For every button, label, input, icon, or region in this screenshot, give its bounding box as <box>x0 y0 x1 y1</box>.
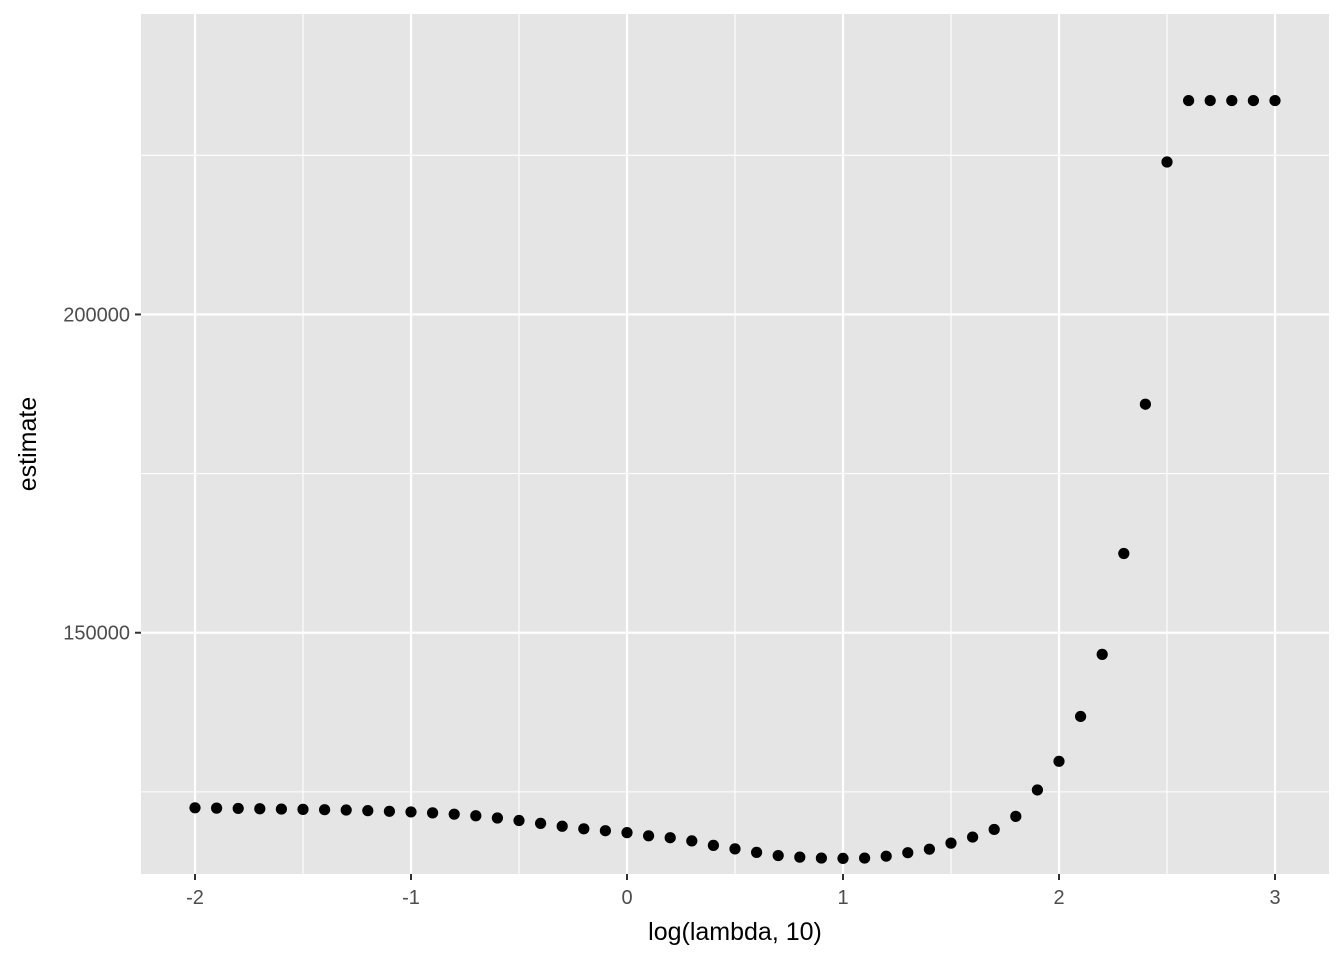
x-tick-label: 1 <box>837 887 848 909</box>
data-point <box>232 802 244 815</box>
data-point <box>621 827 633 839</box>
data-point <box>837 852 849 865</box>
data-point <box>1031 784 1043 796</box>
x-tick-label: -2 <box>186 887 204 909</box>
data-point <box>427 807 439 819</box>
data-point <box>988 823 1000 836</box>
data-point <box>815 852 828 864</box>
data-point <box>1226 94 1238 107</box>
y-axis: 150000 200000 <box>63 304 141 645</box>
data-point <box>686 835 698 847</box>
x-axis-title: log(lambda, 10) <box>648 918 822 946</box>
data-point <box>189 802 201 814</box>
data-point <box>664 832 676 844</box>
x-tick-label: 3 <box>1269 887 1280 909</box>
y-axis-title: estimate <box>14 397 42 491</box>
data-point <box>556 820 568 832</box>
x-tick-label: -1 <box>402 887 420 909</box>
data-point <box>362 805 374 817</box>
data-point <box>297 803 309 815</box>
data-point <box>319 804 331 816</box>
data-point <box>1161 156 1173 168</box>
data-point <box>729 843 741 855</box>
data-point <box>405 806 417 818</box>
data-point <box>254 803 266 815</box>
y-tick-label: 150000 <box>63 623 130 645</box>
data-point <box>1010 810 1022 822</box>
data-point <box>751 846 763 858</box>
data-point <box>794 851 806 863</box>
data-point <box>643 830 655 842</box>
data-point <box>599 825 612 837</box>
data-point <box>1139 398 1151 410</box>
data-points <box>189 94 1281 865</box>
data-point <box>211 802 223 814</box>
data-point <box>1075 710 1087 723</box>
data-point <box>945 837 957 849</box>
data-point <box>491 812 503 824</box>
data-point <box>1269 94 1281 107</box>
data-point <box>275 803 287 815</box>
data-point <box>1096 648 1108 660</box>
data-point <box>923 843 936 855</box>
data-point <box>1053 755 1065 767</box>
data-point <box>535 817 547 829</box>
data-point <box>880 850 892 862</box>
y-tick-label: 200000 <box>63 304 130 326</box>
data-point <box>1183 94 1195 107</box>
x-tick-label: 2 <box>1053 887 1064 909</box>
data-point <box>578 823 590 835</box>
minor-gridlines <box>141 14 1329 874</box>
data-point <box>470 810 482 822</box>
data-point <box>1204 94 1216 107</box>
data-point <box>859 852 871 864</box>
major-gridlines <box>141 14 1329 874</box>
data-point <box>383 805 395 817</box>
data-point <box>448 808 460 820</box>
data-point <box>513 814 525 827</box>
x-axis: -2 -1 0 1 2 3 <box>186 874 1281 909</box>
data-point <box>902 847 914 859</box>
data-point <box>772 849 784 862</box>
data-point <box>1118 547 1130 560</box>
data-point <box>967 831 979 843</box>
data-point <box>707 839 720 851</box>
data-point <box>340 804 352 816</box>
data-point <box>1247 94 1259 107</box>
x-tick-label: 0 <box>621 887 632 909</box>
